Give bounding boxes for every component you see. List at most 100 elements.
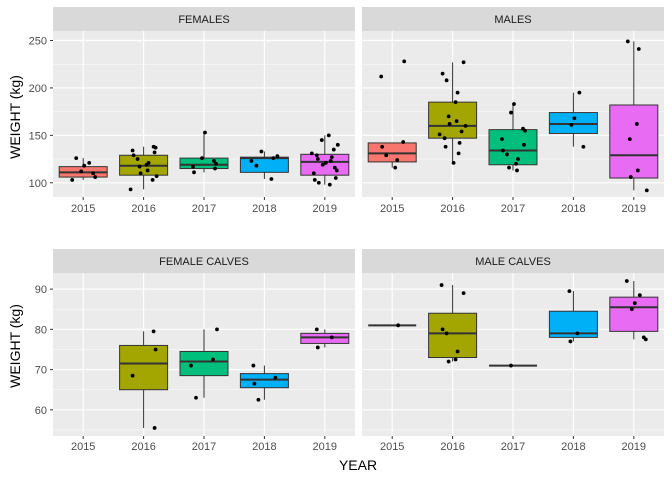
data-point [572,116,577,121]
box-2018 [548,92,598,147]
box-iqr [428,312,478,359]
data-point [575,331,580,336]
y-tick-label: 250 [29,35,47,47]
facet-strip-label: MALE CALVES [475,256,551,268]
data-point [131,153,136,158]
data-point [437,132,442,137]
data-point [568,339,573,344]
data-point [395,158,400,162]
data-point [273,375,278,380]
data-point [453,100,458,105]
data-point [402,59,407,64]
data-point [332,165,337,170]
data-point [444,78,449,83]
data-point [314,153,319,158]
data-point [635,168,640,173]
data-point [461,291,466,296]
data-point [319,138,324,142]
data-point [326,133,331,138]
panel-male-calves: MALE CALVES 2015 2016 2017 2018 2019 [362,249,664,453]
data-point [447,122,452,126]
data-point [211,357,215,362]
x-tick-label: 2017 [192,441,216,453]
data-point [641,335,646,340]
data-point [455,349,460,354]
data-point [249,159,254,163]
data-point [200,156,204,161]
data-point [194,395,198,400]
y-tick-label: 100 [29,178,47,190]
x-tick-label: 2017 [501,441,525,453]
box-2017 [488,104,538,171]
data-point [384,153,389,158]
data-point [135,157,140,161]
box-2019 [300,329,350,348]
data-point [327,182,332,187]
x-tick-label: 2016 [131,203,155,215]
data-point [192,170,196,175]
data-point [627,137,632,142]
data-point [516,157,520,161]
data-point [329,335,334,340]
data-point [507,165,511,170]
data-point [271,156,276,161]
data-point [314,327,319,332]
data-point [380,144,385,149]
data-point [152,150,157,155]
data-point [315,157,320,161]
data-point [443,144,448,149]
data-point [334,168,339,173]
data-point [137,164,142,169]
data-point [146,160,151,165]
y-axis-title-bottom: WEIGHT (kg) [7,304,23,388]
box-iqr [488,129,538,166]
x-tick-label: 2019 [622,441,646,453]
data-point [82,163,87,168]
data-point [128,187,133,192]
box-2018 [548,291,598,342]
facet-strip-label: FEMALES [178,14,229,26]
x-tick-label: 2016 [131,441,155,453]
x-tick-label: 2018 [252,441,276,453]
x-tick-label: 2016 [440,203,464,215]
box-iqr [300,332,350,344]
data-point [212,159,216,163]
data-point [379,74,384,79]
data-point [269,177,274,181]
data-point [459,129,464,134]
data-point [275,154,280,159]
data-point [138,171,143,176]
data-point [316,180,321,185]
data-point [634,122,639,126]
box-iqr [300,153,350,176]
data-point [446,359,451,364]
data-point [309,151,314,156]
data-point [636,47,641,51]
data-point [439,283,444,287]
data-point [145,168,150,173]
x-tick-label: 2018 [561,203,585,215]
data-point [215,327,219,332]
data-point [329,155,334,160]
y-tick-label: 200 [29,83,47,95]
data-point [509,363,513,368]
facet-strip [53,7,355,31]
data-point [252,381,257,386]
data-point [333,176,338,180]
facet-strip [362,7,664,31]
data-point [150,178,155,182]
data-point [393,165,398,170]
data-point [151,144,156,149]
data-point [189,363,193,368]
data-point [514,161,518,166]
data-point [259,149,264,154]
data-point [151,329,156,334]
y-tick-label: 60 [35,405,47,417]
box-2017 [179,329,229,398]
data-point [512,102,516,106]
data-point [87,160,92,165]
data-point [522,142,526,147]
data-point [74,156,79,161]
